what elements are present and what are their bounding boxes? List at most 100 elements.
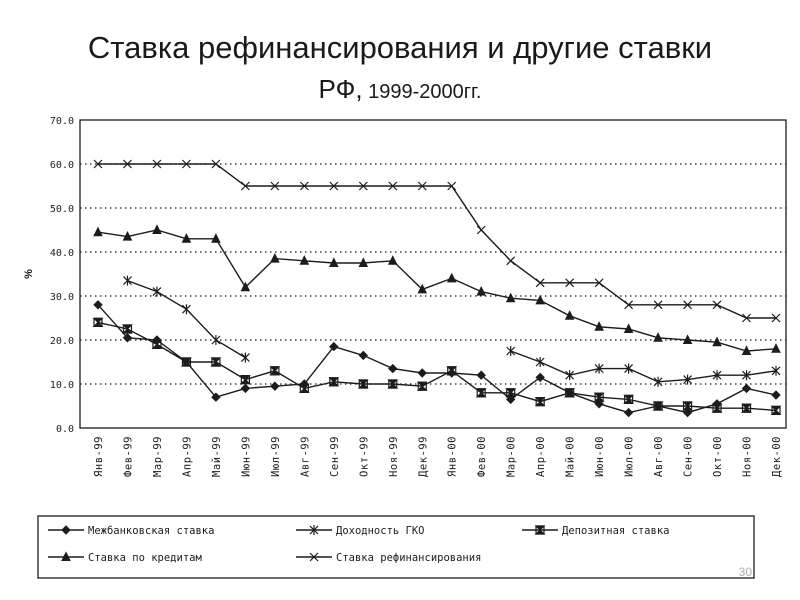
series-5-point (624, 300, 634, 310)
series-4-point (594, 321, 604, 331)
series-4-point (771, 343, 781, 353)
y-tick-label: 10.0 (50, 380, 74, 391)
series-2-point (653, 376, 663, 387)
series-3-point (652, 401, 664, 411)
y-tick-label: 70.0 (50, 116, 74, 127)
series-4-point (358, 257, 369, 267)
series-1-point (122, 333, 133, 343)
series-5-point (93, 159, 103, 169)
series-3-point (593, 392, 605, 402)
legend-label: Доходность ГКО (336, 525, 425, 537)
y-tick-label: 20.0 (50, 336, 74, 347)
series-2-point (624, 363, 634, 374)
legend-marker (534, 525, 546, 535)
series-4-point (741, 345, 752, 355)
legend-box (37, 515, 755, 579)
legend-label: Депозитная ставка (562, 525, 669, 537)
x-tick-label: Дек-00 (771, 436, 783, 477)
series-4-point (329, 257, 339, 267)
series-2-line (510, 350, 777, 383)
series-4-point (623, 323, 634, 333)
series-4-point (93, 226, 103, 237)
x-tick-label: Фев-99 (122, 436, 134, 477)
series-3-point (475, 388, 487, 398)
series-3-point (564, 388, 576, 398)
series-3-point (269, 366, 281, 376)
series-3-line (97, 321, 777, 412)
series-4-point (181, 233, 192, 243)
series-5-point (506, 256, 516, 266)
legend-marker (61, 551, 71, 561)
series-1-point (388, 363, 398, 374)
series-5-point (447, 181, 457, 191)
x-tick-label: Авг-99 (299, 436, 311, 477)
series-5-point (565, 278, 575, 288)
series-1-point (623, 407, 634, 418)
x-tick-label: Июн-99 (240, 436, 252, 477)
series-3-point (416, 381, 428, 391)
series-1-point (358, 350, 369, 361)
series-5-point (182, 159, 191, 169)
series-2-point (152, 286, 162, 297)
x-tick-label: Апр-99 (181, 436, 193, 477)
series-2-point (742, 370, 751, 381)
x-tick-label: Июн-00 (594, 436, 606, 477)
series-4-point (122, 230, 133, 241)
series-2-point (240, 352, 250, 363)
series-3-point (298, 383, 310, 393)
series-2-point (123, 275, 132, 286)
x-tick-label: Июл-99 (270, 436, 282, 477)
x-tick-label: Авг-00 (653, 436, 665, 477)
series-5-point (476, 225, 486, 235)
series-4-point (505, 292, 516, 303)
series-3-point (239, 375, 251, 385)
series-3-point (328, 377, 340, 387)
x-tick-label: Июл-00 (624, 436, 636, 477)
series-1-point (535, 372, 545, 383)
y-tick-label: 50.0 (50, 204, 74, 215)
series-1-line (97, 304, 777, 414)
series-3-point (741, 403, 752, 413)
series-3-point (92, 317, 104, 327)
series-4-point (211, 233, 221, 243)
legend-marker (309, 525, 319, 535)
legend-label: Ставка по кредитам (88, 552, 202, 564)
y-axis-label: % (23, 269, 35, 279)
series-5-point (211, 159, 221, 169)
series-3-point (446, 366, 458, 376)
y-tick-label: 40.0 (50, 248, 74, 259)
x-tick-label: Янв-99 (93, 436, 105, 477)
series-4-point (387, 255, 398, 265)
series-5-point (712, 300, 722, 310)
x-tick-label: Дек-99 (417, 436, 429, 477)
series-5-point (742, 313, 751, 323)
series-3-point (357, 379, 369, 389)
series-3-point (534, 397, 546, 407)
series-5-point (653, 300, 663, 310)
x-tick-label: Ноя-00 (742, 436, 754, 477)
series-1-point (93, 300, 103, 310)
series-5-point (152, 159, 162, 169)
series-4-point (446, 272, 457, 283)
series-2-point (565, 370, 575, 381)
x-tick-label: Апр-00 (535, 436, 547, 477)
series-4-point (476, 285, 487, 296)
series-5-point (417, 181, 427, 191)
x-tick-label: Мар-99 (152, 436, 164, 477)
series-1-point (741, 383, 752, 394)
y-tick-label: 60.0 (50, 160, 74, 171)
series-1-point (211, 392, 221, 402)
series-1-point (771, 390, 781, 400)
series-5-point (771, 313, 781, 323)
series-5-point (270, 181, 280, 191)
y-tick-label: 0.0 (56, 424, 74, 435)
series-3-point (122, 324, 133, 334)
series-2-point (771, 365, 781, 376)
series-4-point (682, 334, 693, 344)
series-2-point (683, 374, 692, 385)
subtitle-main: РФ, (318, 74, 363, 104)
series-4-point (535, 294, 545, 305)
series-2-point (712, 370, 722, 381)
x-tick-label: Фев-00 (476, 436, 488, 477)
